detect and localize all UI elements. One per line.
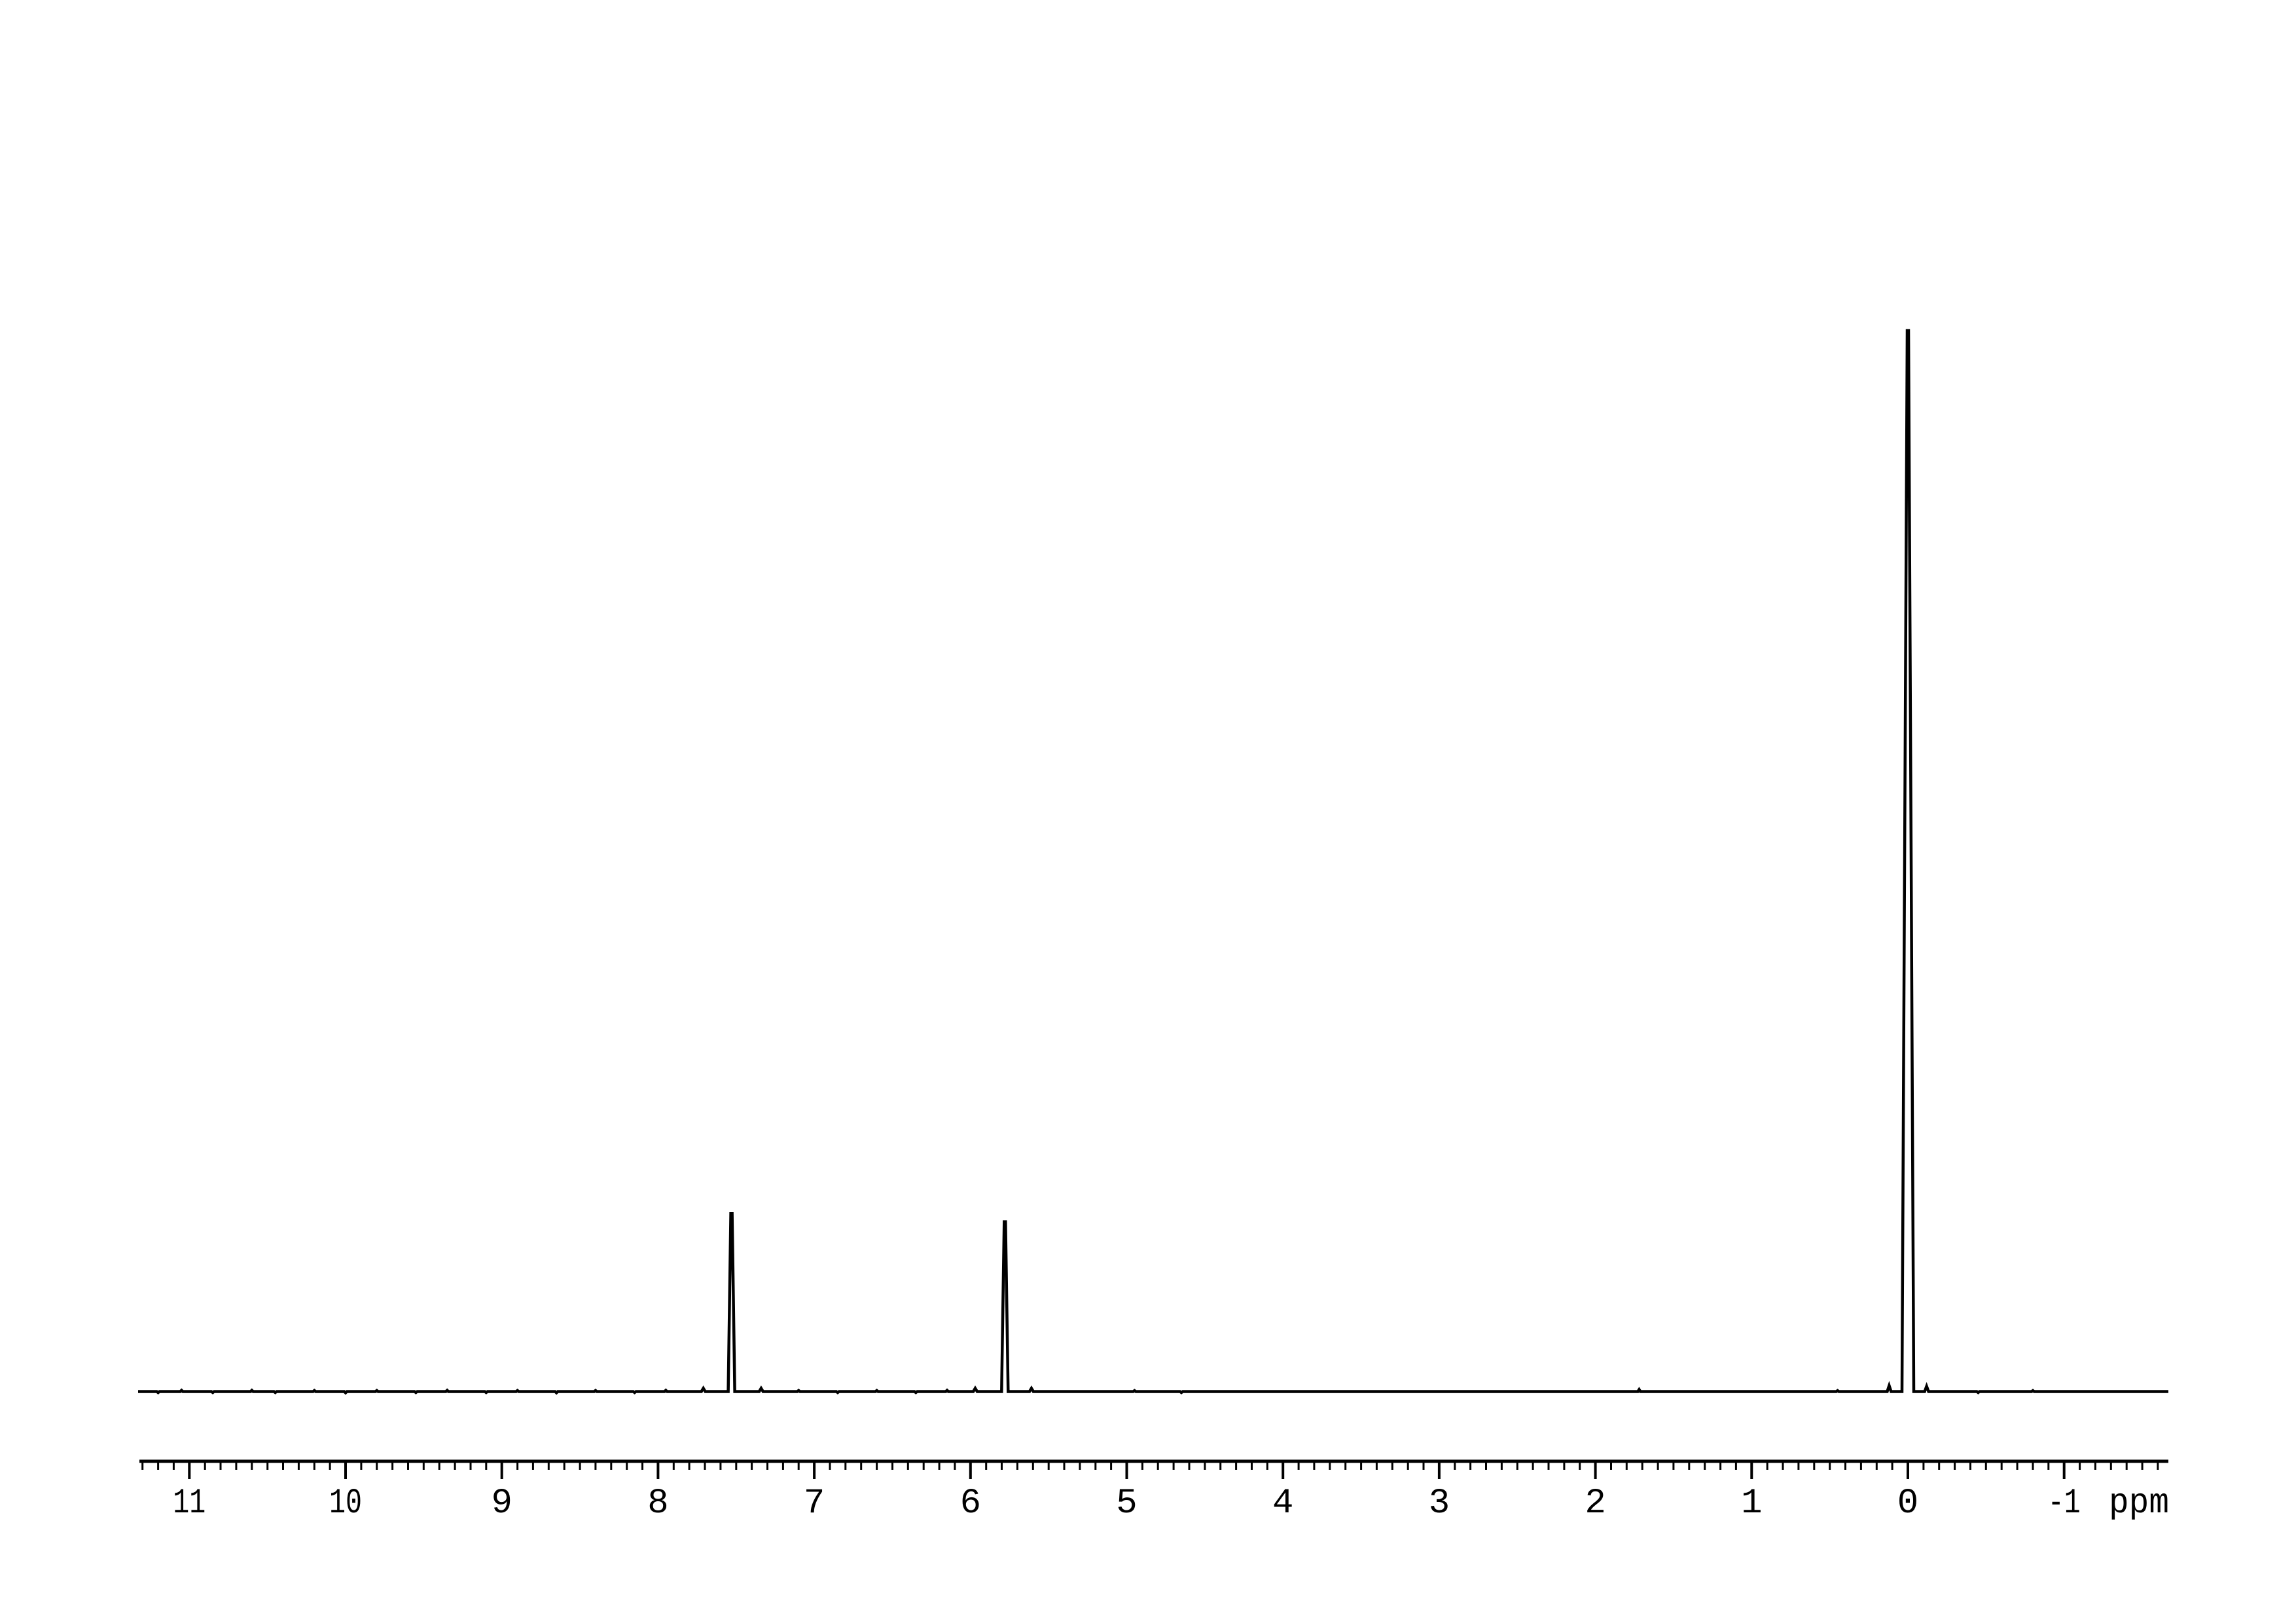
x-axis: 11 10 9 8 7 6 5 4 3 2 1 0 -1 ppm (139, 1459, 2169, 1523)
x-axis-tick-label: 2 (1585, 1484, 1605, 1523)
x-axis-ticks (141, 1461, 2159, 1479)
x-axis-tick-label: -1 (2048, 1484, 2081, 1523)
x-axis-tick-label: 6 (960, 1484, 981, 1523)
spectrum-trace (138, 329, 2168, 1395)
spectrum-polyline (138, 329, 2168, 1395)
x-axis-unit-label: ppm (2109, 1484, 2169, 1523)
x-axis-tick-label: 9 (491, 1484, 512, 1523)
x-axis-tick-label: 3 (1429, 1484, 1450, 1523)
x-axis-tick-label: 0 (1897, 1484, 1918, 1523)
x-axis-tick-label: 4 (1272, 1484, 1293, 1523)
x-axis-tick-label: 7 (804, 1484, 825, 1523)
x-axis-tick-label: 5 (1116, 1484, 1137, 1523)
x-axis-tick-label: 1 (1741, 1484, 1762, 1523)
x-axis-tick-labels: 11 10 9 8 7 6 5 4 3 2 1 0 -1 (173, 1484, 2080, 1523)
x-axis-tick-label: 8 (647, 1484, 668, 1523)
x-axis-tick-label: 11 (173, 1484, 206, 1523)
x-axis-tick-label: 10 (329, 1484, 362, 1523)
